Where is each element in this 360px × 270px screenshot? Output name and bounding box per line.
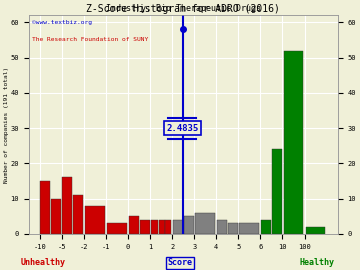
Text: Industry: Bio Therapeutic Drugs: Industry: Bio Therapeutic Drugs <box>106 4 261 13</box>
Bar <box>195 213 215 234</box>
Bar <box>40 181 50 234</box>
Bar <box>165 220 171 234</box>
Bar <box>140 220 149 234</box>
Bar <box>159 220 165 234</box>
Bar <box>261 220 271 234</box>
Text: Healthy: Healthy <box>299 258 334 267</box>
Bar <box>107 223 127 234</box>
Bar <box>51 199 61 234</box>
Bar <box>73 195 84 234</box>
Bar <box>184 216 194 234</box>
Bar <box>306 227 325 234</box>
Bar <box>150 220 158 234</box>
Y-axis label: Number of companies (191 total): Number of companies (191 total) <box>4 66 9 183</box>
Bar <box>62 177 72 234</box>
Bar <box>129 216 139 234</box>
Bar <box>173 220 183 234</box>
Bar <box>228 223 238 234</box>
Text: The Research Foundation of SUNY: The Research Foundation of SUNY <box>32 37 148 42</box>
Bar <box>217 220 227 234</box>
Title: Z-Score Histogram for ADRO (2016): Z-Score Histogram for ADRO (2016) <box>86 5 280 15</box>
Bar <box>284 50 303 234</box>
Bar <box>272 149 282 234</box>
Bar <box>239 223 259 234</box>
Text: 2.4835: 2.4835 <box>167 124 199 133</box>
Text: Unhealthy: Unhealthy <box>21 258 66 267</box>
Text: Score: Score <box>167 258 193 267</box>
Bar <box>85 206 105 234</box>
Text: ©www.textbiz.org: ©www.textbiz.org <box>32 20 92 25</box>
